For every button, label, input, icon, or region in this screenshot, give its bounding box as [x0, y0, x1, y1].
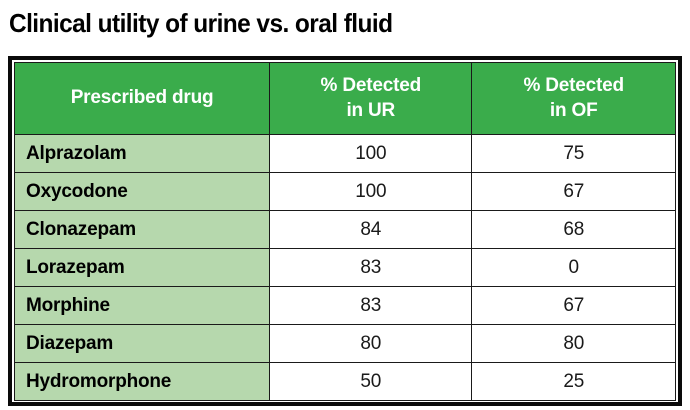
ur-value-cell: 100: [269, 134, 473, 173]
drug-name-cell: Diazepam: [13, 324, 271, 363]
col-header-prescribed-drug: Prescribed drug: [13, 62, 271, 135]
table-header-row: Prescribed drug % Detected in UR % Detec…: [13, 62, 676, 135]
table-row: Hydromorphone 50 25: [13, 362, 676, 401]
drug-name-cell: Clonazepam: [13, 210, 271, 249]
table-row: Oxycodone 100 67: [13, 172, 676, 211]
of-value-cell: 75: [471, 134, 676, 173]
drug-name-cell: Hydromorphone: [13, 362, 271, 401]
drug-name-cell: Morphine: [13, 286, 271, 325]
of-value-cell: 68: [471, 210, 676, 249]
ur-value-cell: 100: [269, 172, 473, 211]
of-value-cell: 67: [471, 286, 676, 325]
col-header-detected-of: % Detected in OF: [471, 62, 676, 135]
ur-value-cell: 80: [269, 324, 473, 363]
of-value-cell: 80: [471, 324, 676, 363]
drug-detection-table: Prescribed drug % Detected in UR % Detec…: [13, 62, 676, 401]
drug-name-cell: Oxycodone: [13, 172, 271, 211]
page-title: Clinical utility of urine vs. oral fluid: [9, 8, 393, 38]
drug-name-cell: Lorazepam: [13, 248, 271, 287]
drug-name-cell: Alprazolam: [13, 134, 271, 173]
ur-value-cell: 50: [269, 362, 473, 401]
table-row: Alprazolam 100 75: [13, 134, 676, 173]
col-header-detected-ur: % Detected in UR: [269, 62, 473, 135]
table-row: Morphine 83 67: [13, 286, 676, 325]
of-value-cell: 67: [471, 172, 676, 211]
ur-value-cell: 84: [269, 210, 473, 249]
table-row: Lorazepam 83 0: [13, 248, 676, 287]
drug-detection-table-frame: Prescribed drug % Detected in UR % Detec…: [8, 56, 682, 406]
ur-value-cell: 83: [269, 286, 473, 325]
ur-value-cell: 83: [269, 248, 473, 287]
table-row: Diazepam 80 80: [13, 324, 676, 363]
of-value-cell: 0: [471, 248, 676, 287]
table-row: Clonazepam 84 68: [13, 210, 676, 249]
of-value-cell: 25: [471, 362, 676, 401]
